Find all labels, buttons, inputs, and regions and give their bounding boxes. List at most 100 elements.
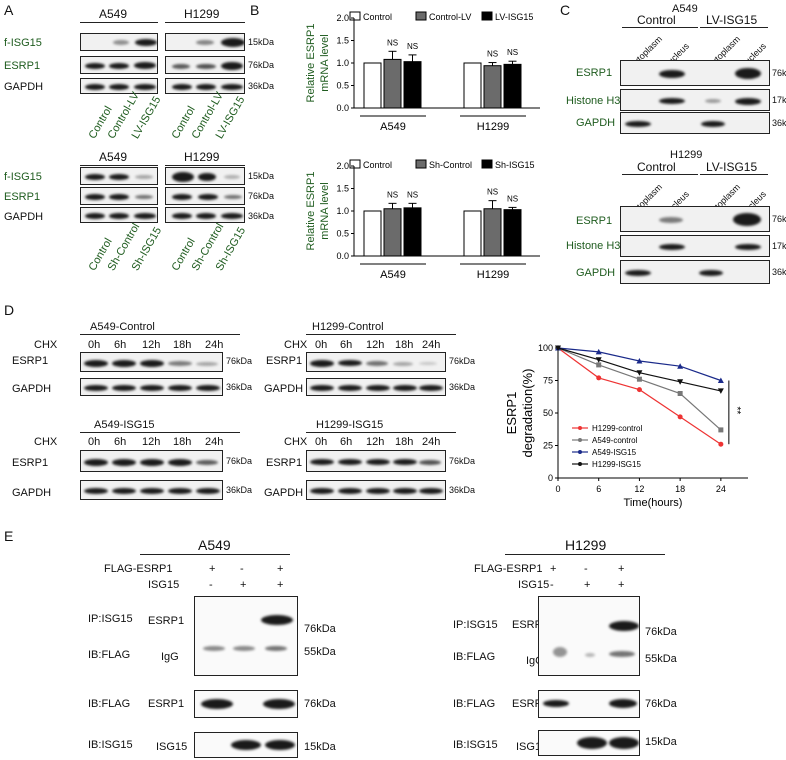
y-axis-label: ESRP1 bbox=[504, 392, 519, 435]
ib-label: IB:ISG15 bbox=[88, 739, 133, 751]
blot bbox=[165, 56, 245, 74]
row-label: ESRP1 bbox=[576, 215, 613, 227]
sign: + bbox=[209, 563, 216, 575]
significance-label: NS bbox=[507, 194, 518, 203]
blot bbox=[620, 206, 770, 232]
kda-label: 76kDa bbox=[248, 191, 275, 201]
kda-label: 17kDa bbox=[772, 95, 786, 105]
kda-label: 36kDa bbox=[772, 118, 786, 128]
panel-letter-e: E bbox=[4, 528, 14, 544]
bar bbox=[403, 207, 422, 257]
legend-label: Sh-ISG15 bbox=[495, 160, 535, 170]
legend-label: Control bbox=[363, 12, 392, 22]
blot-title: A549-ISG15 bbox=[94, 419, 155, 431]
blot-title: H1299-ISG15 bbox=[316, 419, 384, 431]
time-label: 0h bbox=[315, 339, 328, 351]
blot bbox=[80, 480, 223, 500]
data-point bbox=[636, 376, 642, 382]
panel-letter-b: B bbox=[250, 2, 260, 18]
legend-label: Control bbox=[363, 160, 392, 170]
kda-label: 36kDa bbox=[449, 382, 476, 392]
kda-label: 76kDa bbox=[645, 698, 677, 710]
bar bbox=[483, 208, 502, 257]
data-point bbox=[717, 377, 724, 383]
blot bbox=[165, 187, 245, 205]
y-tick-label: 75 bbox=[543, 376, 553, 386]
legend-marker bbox=[578, 450, 582, 454]
y-tick-label: 1.5 bbox=[336, 36, 349, 46]
time-label: 24h bbox=[422, 436, 441, 448]
kda-label: 36kDa bbox=[226, 382, 253, 392]
blot bbox=[165, 167, 245, 185]
row-label: IgG bbox=[161, 651, 179, 663]
time-label: 18h bbox=[395, 436, 414, 448]
blot bbox=[620, 112, 770, 134]
treatment-label: FLAG-ESRP1 bbox=[474, 563, 543, 575]
row-label: ESRP1 bbox=[512, 698, 549, 710]
kda-label: 55kDa bbox=[645, 653, 677, 665]
panel-letter-d: D bbox=[4, 302, 15, 318]
kda-label: 76kDa bbox=[226, 356, 253, 366]
y-tick-label: 1.5 bbox=[336, 184, 349, 194]
y-tick-label: 1.0 bbox=[336, 206, 349, 216]
blot bbox=[306, 352, 446, 372]
cond-label: CHX bbox=[34, 339, 58, 351]
data-point bbox=[636, 358, 643, 364]
blot bbox=[194, 596, 298, 676]
data-point bbox=[718, 441, 724, 447]
legend-swatch bbox=[481, 159, 493, 169]
data-point bbox=[596, 375, 602, 381]
legend-marker bbox=[578, 438, 582, 442]
row-label: ESRP1 bbox=[512, 619, 549, 631]
kda-label: 76kDa bbox=[304, 623, 336, 635]
x-tick-label: 6 bbox=[596, 484, 601, 494]
sign: + bbox=[240, 579, 247, 591]
row-label: GAPDH bbox=[4, 211, 44, 223]
row-label: Histone H3 bbox=[566, 95, 621, 107]
row-label: GAPDH bbox=[264, 383, 304, 395]
legend-label: A549-control bbox=[592, 436, 638, 445]
sign: + bbox=[584, 579, 591, 591]
ib-label: IB:FLAG bbox=[453, 698, 496, 710]
blot bbox=[165, 207, 245, 223]
blot bbox=[165, 78, 245, 94]
row-label: GAPDH bbox=[576, 267, 616, 279]
blot bbox=[306, 480, 446, 500]
y-axis-label: Relative ESRP1 bbox=[305, 172, 317, 251]
blot bbox=[80, 207, 158, 223]
legend-label: H1299-ISG15 bbox=[592, 460, 641, 469]
blot bbox=[194, 732, 298, 758]
row-label: ISG15 bbox=[156, 741, 188, 753]
kda-label: 76kDa bbox=[248, 60, 275, 70]
category-label: H1299 bbox=[477, 269, 509, 281]
y-axis-label: Relative ESRP1 bbox=[305, 24, 317, 103]
kda-label: 36kDa bbox=[449, 485, 476, 495]
blot bbox=[194, 690, 298, 718]
ib-label: IB:ISG15 bbox=[453, 739, 498, 751]
time-label: 0h bbox=[315, 436, 328, 448]
sign: - bbox=[209, 579, 213, 591]
group-label: LV-ISG15 bbox=[706, 160, 758, 174]
bar bbox=[503, 63, 522, 109]
category-label: H1299 bbox=[477, 121, 509, 133]
data-point bbox=[596, 362, 602, 368]
blot-title: A549 bbox=[672, 3, 698, 15]
blot bbox=[620, 89, 770, 111]
y-tick-label: 2.0 bbox=[336, 161, 349, 171]
bar bbox=[383, 58, 402, 109]
ib-label: IB:FLAG bbox=[453, 651, 496, 663]
data-point bbox=[636, 387, 642, 393]
y-axis-label: degradation(%) bbox=[520, 369, 535, 458]
blot-title: A549-Control bbox=[90, 321, 155, 333]
sign: + bbox=[550, 563, 557, 575]
data-point bbox=[677, 414, 683, 420]
blot bbox=[306, 450, 446, 472]
row-label: GAPDH bbox=[12, 383, 52, 395]
time-label: 6h bbox=[340, 436, 353, 448]
kda-label: 17kDa bbox=[772, 241, 786, 251]
ip-label: IP:ISG15 bbox=[453, 619, 498, 631]
row-label: Histone H3 bbox=[566, 240, 621, 252]
kda-label: 55kDa bbox=[304, 646, 336, 658]
kda-label: 76kDa bbox=[226, 456, 253, 466]
legend-marker bbox=[578, 462, 582, 466]
